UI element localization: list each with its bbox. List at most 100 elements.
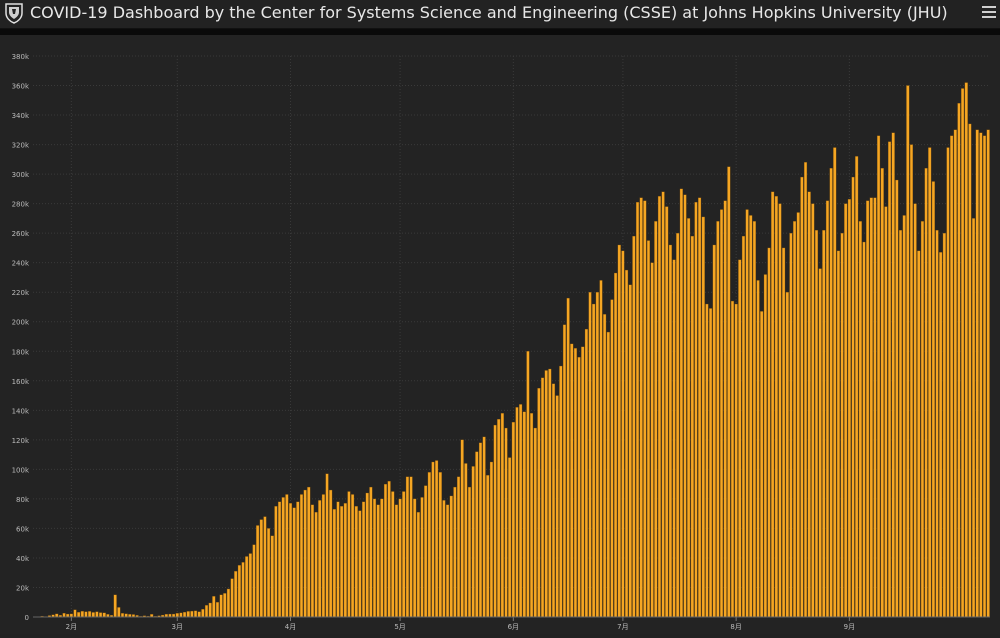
bar[interactable]: [662, 192, 665, 617]
bar[interactable]: [808, 192, 811, 617]
bar[interactable]: [874, 198, 877, 617]
bar[interactable]: [936, 230, 939, 617]
bar[interactable]: [461, 440, 464, 617]
bar[interactable]: [943, 233, 946, 617]
bar[interactable]: [570, 344, 573, 617]
bar[interactable]: [234, 571, 237, 617]
bar[interactable]: [212, 596, 215, 617]
bar[interactable]: [822, 230, 825, 617]
bar[interactable]: [249, 554, 252, 617]
bar[interactable]: [311, 505, 314, 617]
bar[interactable]: [603, 314, 606, 617]
bar[interactable]: [63, 613, 66, 617]
bar[interactable]: [435, 461, 438, 617]
bar[interactable]: [914, 204, 917, 617]
bar[interactable]: [735, 304, 738, 617]
bar[interactable]: [779, 204, 782, 617]
bar[interactable]: [563, 325, 566, 617]
bar[interactable]: [870, 198, 873, 617]
bar[interactable]: [512, 422, 515, 617]
bar[interactable]: [625, 270, 628, 617]
bar[interactable]: [464, 463, 467, 617]
bar[interactable]: [366, 493, 369, 617]
bar[interactable]: [574, 348, 577, 617]
bar[interactable]: [917, 251, 920, 617]
bar[interactable]: [811, 204, 814, 617]
bar[interactable]: [180, 613, 183, 617]
bar[interactable]: [99, 613, 102, 617]
bar[interactable]: [523, 412, 526, 617]
bar[interactable]: [863, 242, 866, 617]
bar[interactable]: [782, 248, 785, 617]
bar[interactable]: [899, 230, 902, 617]
bar[interactable]: [494, 425, 497, 617]
bar[interactable]: [432, 462, 435, 617]
bar[interactable]: [380, 499, 383, 617]
bar[interactable]: [581, 347, 584, 617]
bar[interactable]: [815, 230, 818, 617]
bar[interactable]: [877, 136, 880, 617]
bar[interactable]: [519, 404, 522, 617]
bar[interactable]: [676, 233, 679, 617]
bar[interactable]: [446, 505, 449, 617]
bar[interactable]: [530, 413, 533, 617]
bar[interactable]: [738, 260, 741, 617]
bar[interactable]: [391, 492, 394, 617]
bar[interactable]: [548, 369, 551, 617]
bar[interactable]: [81, 611, 84, 617]
bar[interactable]: [406, 477, 409, 617]
bar[interactable]: [680, 189, 683, 617]
bar[interactable]: [709, 308, 712, 617]
bar[interactable]: [410, 477, 413, 617]
bar[interactable]: [768, 248, 771, 617]
bar[interactable]: [702, 217, 705, 617]
bar[interactable]: [275, 506, 278, 617]
bar[interactable]: [848, 199, 851, 617]
bar[interactable]: [417, 512, 420, 617]
bar[interactable]: [892, 133, 895, 617]
bar[interactable]: [749, 215, 752, 617]
bar[interactable]: [793, 221, 796, 617]
bar[interactable]: [950, 136, 953, 617]
bar[interactable]: [497, 419, 500, 617]
bar[interactable]: [278, 502, 281, 617]
bar[interactable]: [351, 494, 354, 617]
bar[interactable]: [238, 565, 241, 617]
bar[interactable]: [611, 300, 614, 617]
bar[interactable]: [790, 233, 793, 617]
bar[interactable]: [216, 602, 219, 617]
bar[interactable]: [264, 517, 267, 617]
bar[interactable]: [271, 536, 274, 617]
bar[interactable]: [855, 156, 858, 617]
bar[interactable]: [552, 384, 555, 617]
bar[interactable]: [614, 273, 617, 617]
bar[interactable]: [545, 370, 548, 617]
bar[interactable]: [516, 407, 519, 617]
bar[interactable]: [490, 462, 493, 617]
bar[interactable]: [673, 260, 676, 617]
bar[interactable]: [698, 198, 701, 617]
bar[interactable]: [468, 487, 471, 617]
bar[interactable]: [804, 162, 807, 617]
bar[interactable]: [833, 148, 836, 617]
bar[interactable]: [965, 83, 968, 617]
bar[interactable]: [559, 366, 562, 617]
bar[interactable]: [801, 177, 804, 617]
bar[interactable]: [253, 545, 256, 617]
bar[interactable]: [300, 494, 303, 617]
bar[interactable]: [618, 245, 621, 617]
bar[interactable]: [969, 124, 972, 617]
bar[interactable]: [117, 607, 120, 617]
bar[interactable]: [859, 221, 862, 617]
bar[interactable]: [636, 202, 639, 617]
bar[interactable]: [187, 611, 190, 617]
bar[interactable]: [881, 168, 884, 617]
bar[interactable]: [925, 168, 928, 617]
bar[interactable]: [640, 198, 643, 617]
bar[interactable]: [979, 133, 982, 617]
bar[interactable]: [651, 263, 654, 617]
bar[interactable]: [961, 88, 964, 617]
bar[interactable]: [724, 201, 727, 617]
bar[interactable]: [289, 503, 292, 617]
bar[interactable]: [201, 609, 204, 617]
